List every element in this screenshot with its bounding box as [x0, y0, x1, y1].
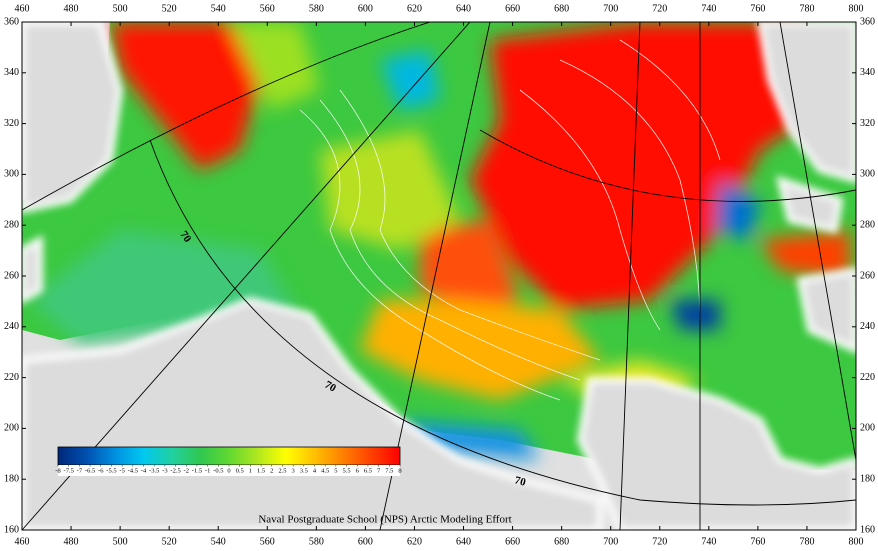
x-tick-label: 680	[554, 3, 569, 14]
colorbar-tick-label: 7.5	[385, 467, 393, 474]
colorbar-tick-label: -3.5	[149, 467, 159, 474]
x-tick-label: 560	[260, 3, 275, 14]
y-tick-label: 240	[4, 321, 19, 332]
x-tick-label: 800	[849, 3, 864, 14]
y-tick-label: 360	[4, 16, 19, 27]
y-tick-label: 260	[860, 270, 875, 281]
x-tick-label: 660	[505, 3, 520, 14]
x-tick-label: 500	[113, 536, 128, 547]
colorbar-tick-label: -1.5	[192, 467, 202, 474]
colorbar-bar	[57, 446, 401, 466]
map-field	[22, 22, 856, 530]
colorbar-tick-label: 4.5	[321, 467, 329, 474]
colorbar-tick-label: 6	[356, 467, 360, 474]
x-tick-label: 540	[211, 3, 226, 14]
x-tick-label: 520	[162, 3, 177, 14]
y-tick-label: 180	[4, 473, 19, 484]
x-tick-label: 580	[309, 3, 324, 14]
x-tick-label: 580	[309, 536, 324, 547]
colorbar-tick-label: 4	[313, 467, 317, 474]
colorbar-tick-label: 8	[398, 467, 401, 474]
colorbar-tick-label: 7	[377, 467, 381, 474]
colorbar-tick-label: -7	[77, 467, 83, 474]
y-tick-label: 160	[4, 524, 19, 535]
y-tick-label: 220	[860, 372, 875, 383]
x-tick-label: 760	[750, 536, 765, 547]
y-tick-label: 340	[4, 67, 19, 78]
colorbar-tick-label: -4.5	[128, 467, 138, 474]
y-tick-label: 200	[860, 423, 875, 434]
x-tick-label: 600	[358, 3, 373, 14]
colorbar-tick-label: -3	[162, 467, 167, 474]
colorbar-tick-label: -4	[141, 467, 147, 474]
colorbar-tick-label: -1	[205, 467, 210, 474]
colorbar-label-strip	[58, 465, 400, 476]
y-tick-label: 260	[4, 270, 19, 281]
y-tick-label: 340	[860, 67, 875, 78]
contour-label: 70	[513, 474, 527, 489]
x-tick-label: 540	[211, 536, 226, 547]
x-tick-label: 640	[456, 3, 471, 14]
colorbar-tick-label: 2.5	[278, 467, 286, 474]
x-tick-label: 720	[652, 3, 667, 14]
x-tick-label: 680	[554, 536, 569, 547]
y-tick-label: 300	[4, 169, 19, 180]
colorbar-tick-label: -2.5	[170, 467, 180, 474]
colorbar-tick-label: 0.5	[236, 467, 244, 474]
y-tick-label: 320	[860, 118, 875, 129]
colorbar-tick-label: 2	[270, 467, 273, 474]
x-tick-label: 700	[603, 536, 618, 547]
graticule	[22, 22, 856, 530]
x-tick-label: 760	[750, 3, 765, 14]
y-tick-label: 160	[860, 524, 875, 535]
colorbar-tick-label: -6.5	[85, 467, 95, 474]
x-tick-label: 460	[15, 536, 30, 547]
colorbar-tick-label: 0	[227, 467, 230, 474]
y-tick-label: 240	[860, 321, 875, 332]
y-tick-label: 320	[4, 118, 19, 129]
y-tick-label: 360	[860, 16, 875, 27]
x-tick-label: 780	[799, 3, 814, 14]
colorbar-tick-label: -8	[55, 467, 60, 474]
x-tick-label: 520	[162, 536, 177, 547]
x-tick-label: 800	[849, 536, 864, 547]
colorbar-tick-label: -5.5	[106, 467, 116, 474]
x-tick-label: 620	[407, 536, 422, 547]
y-tick-label: 280	[860, 219, 875, 230]
y-tick-label: 220	[4, 372, 19, 383]
y-tick-label: 180	[860, 473, 875, 484]
credit-text: Naval Postgraduate School (NPS) Arctic M…	[258, 514, 511, 526]
colorbar-tick-label: 5	[334, 467, 337, 474]
y-tick-label: 200	[4, 423, 19, 434]
y-tick-label: 300	[860, 169, 875, 180]
x-tick-label: 740	[701, 3, 716, 14]
x-tick-label: 620	[407, 3, 422, 14]
x-tick-label: 780	[799, 536, 814, 547]
x-tick-label: 460	[15, 3, 30, 14]
x-tick-label: 560	[260, 536, 275, 547]
colorbar-tick-label: 3.5	[300, 467, 308, 474]
x-tick-label: 500	[113, 3, 128, 14]
colorbar-tick-label: 6.5	[364, 467, 372, 474]
colorbar-tick-label: 3	[292, 467, 295, 474]
colorbar-tick-label: 5.5	[343, 467, 351, 474]
x-tick-label: 480	[64, 536, 79, 547]
colorbar-tick-label: -5	[119, 467, 124, 474]
colorbar-tick-label: -6	[98, 467, 104, 474]
x-tick-label: 660	[505, 536, 520, 547]
x-tick-label: 640	[456, 536, 471, 547]
colorbar: -8 -7.5 -7 -6.5 -6 -5.5 -5 -4.5 -4 -3.5 -3 -2.5 -2 -1…	[55, 446, 402, 476]
colorbar-tick-label: -7.5	[64, 467, 74, 474]
colorbar-tick-label: 1.5	[257, 467, 265, 474]
colorbar-tick-label: -2	[184, 467, 189, 474]
x-tick-label: 600	[358, 536, 373, 547]
x-tick-label: 740	[701, 536, 716, 547]
x-tick-label: 720	[652, 536, 667, 547]
x-tick-label: 700	[603, 3, 618, 14]
colorbar-tick-label: 1	[249, 467, 252, 474]
colorbar-tick-label: -0.5	[213, 467, 223, 474]
x-tick-label: 480	[64, 3, 79, 14]
y-tick-label: 280	[4, 219, 19, 230]
